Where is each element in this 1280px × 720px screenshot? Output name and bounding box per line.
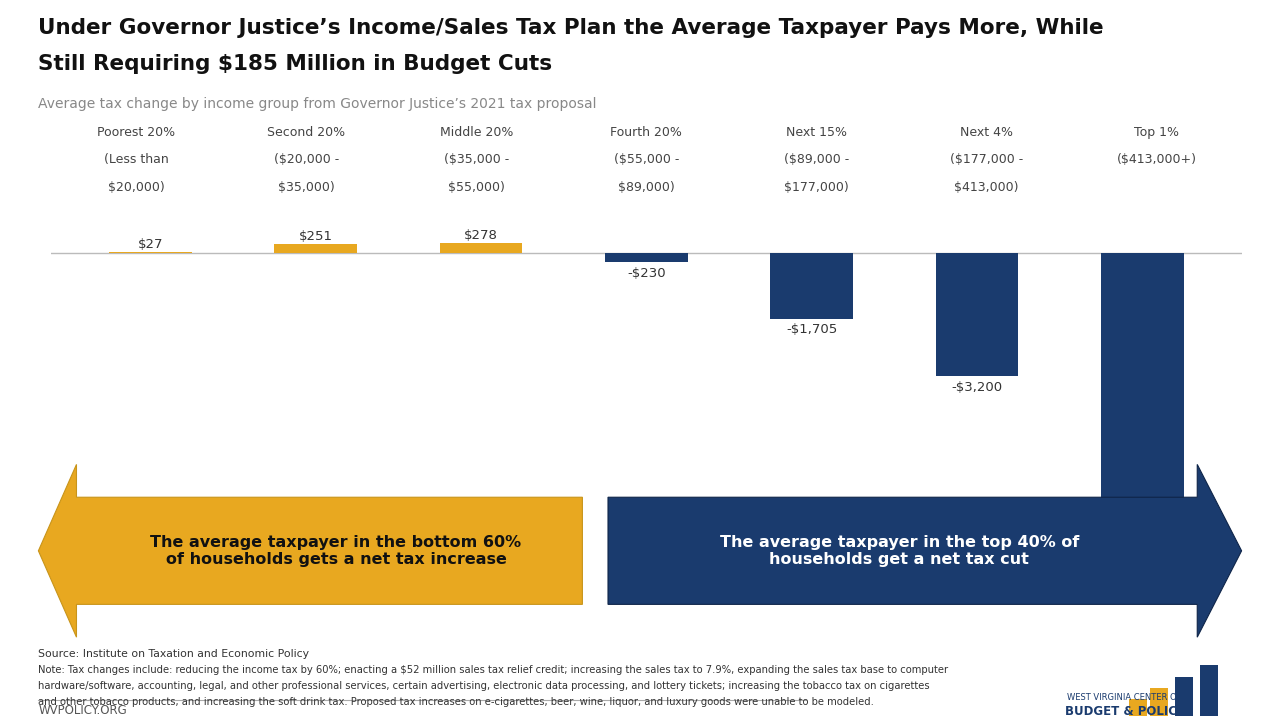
Text: Under Governor Justice’s Income/Sales Tax Plan the Average Taxpayer Pays More, W: Under Governor Justice’s Income/Sales Ta… — [38, 18, 1105, 38]
Text: Source: Institute on Taxation and Economic Policy: Source: Institute on Taxation and Econom… — [38, 649, 310, 660]
Text: -$1,705: -$1,705 — [786, 323, 837, 336]
Text: BUDGET & POLICY: BUDGET & POLICY — [1065, 706, 1185, 719]
Text: $89,000): $89,000) — [618, 181, 675, 194]
Text: Note: Tax changes include: reducing the income tax by 60%; enacting a $52 millio: Note: Tax changes include: reducing the … — [38, 665, 948, 675]
Bar — [109, 252, 192, 253]
Text: Poorest 20%: Poorest 20% — [97, 126, 175, 139]
Text: ($413,000+): ($413,000+) — [1116, 153, 1197, 166]
Text: Next 15%: Next 15% — [786, 126, 847, 139]
Text: WEST VIRGINIA CENTER ON: WEST VIRGINIA CENTER ON — [1068, 693, 1183, 702]
Text: Average tax change by income group from Governor Justice’s 2021 tax proposal: Average tax change by income group from … — [38, 97, 596, 111]
Text: ($35,000 -: ($35,000 - — [444, 153, 509, 166]
Text: $413,000): $413,000) — [955, 181, 1019, 194]
Text: $27: $27 — [138, 238, 163, 251]
Text: $20,000): $20,000) — [108, 181, 165, 194]
Bar — [1201, 665, 1219, 716]
Text: WVPOLICY.ORG: WVPOLICY.ORG — [38, 704, 127, 717]
Text: ($177,000 -: ($177,000 - — [950, 153, 1023, 166]
Text: $177,000): $177,000) — [785, 181, 849, 194]
Bar — [274, 244, 357, 253]
Text: The average taxpayer in the bottom 60%
of households gets a net tax increase: The average taxpayer in the bottom 60% o… — [151, 534, 521, 567]
Text: $35,000): $35,000) — [278, 181, 334, 194]
Text: -$230: -$230 — [627, 267, 666, 280]
Bar — [1101, 253, 1184, 549]
Bar — [1151, 688, 1169, 716]
Text: -$3,200: -$3,200 — [951, 381, 1002, 394]
Polygon shape — [608, 464, 1242, 637]
Text: ($55,000 -: ($55,000 - — [613, 153, 680, 166]
Text: ($20,000 -: ($20,000 - — [274, 153, 339, 166]
Text: (Less than: (Less than — [104, 153, 169, 166]
Text: Middle 20%: Middle 20% — [439, 126, 513, 139]
Text: $278: $278 — [465, 229, 498, 242]
Text: ($89,000 -: ($89,000 - — [783, 153, 849, 166]
Bar — [771, 253, 852, 319]
Bar — [1175, 677, 1193, 716]
Text: hardware/software, accounting, legal, and other professional services, certain a: hardware/software, accounting, legal, an… — [38, 681, 931, 691]
Bar — [936, 253, 1019, 376]
Text: -$7,712: -$7,712 — [1116, 554, 1169, 567]
Bar — [440, 243, 522, 253]
Text: Next 4%: Next 4% — [960, 126, 1012, 139]
Bar — [605, 253, 687, 262]
Polygon shape — [38, 464, 582, 637]
Text: Still Requiring $185 Million in Budget Cuts: Still Requiring $185 Million in Budget C… — [38, 54, 553, 74]
Text: Top 1%: Top 1% — [1134, 126, 1179, 139]
Text: Fourth 20%: Fourth 20% — [611, 126, 682, 139]
Text: $55,000): $55,000) — [448, 181, 504, 194]
Text: and other tobacco products, and increasing the soft drink tax. Proposed tax incr: and other tobacco products, and increasi… — [38, 697, 874, 707]
Text: Second 20%: Second 20% — [268, 126, 346, 139]
Bar — [1129, 698, 1147, 716]
Text: The average taxpayer in the top 40% of
households get a net tax cut: The average taxpayer in the top 40% of h… — [719, 534, 1079, 567]
Text: $251: $251 — [298, 230, 333, 243]
